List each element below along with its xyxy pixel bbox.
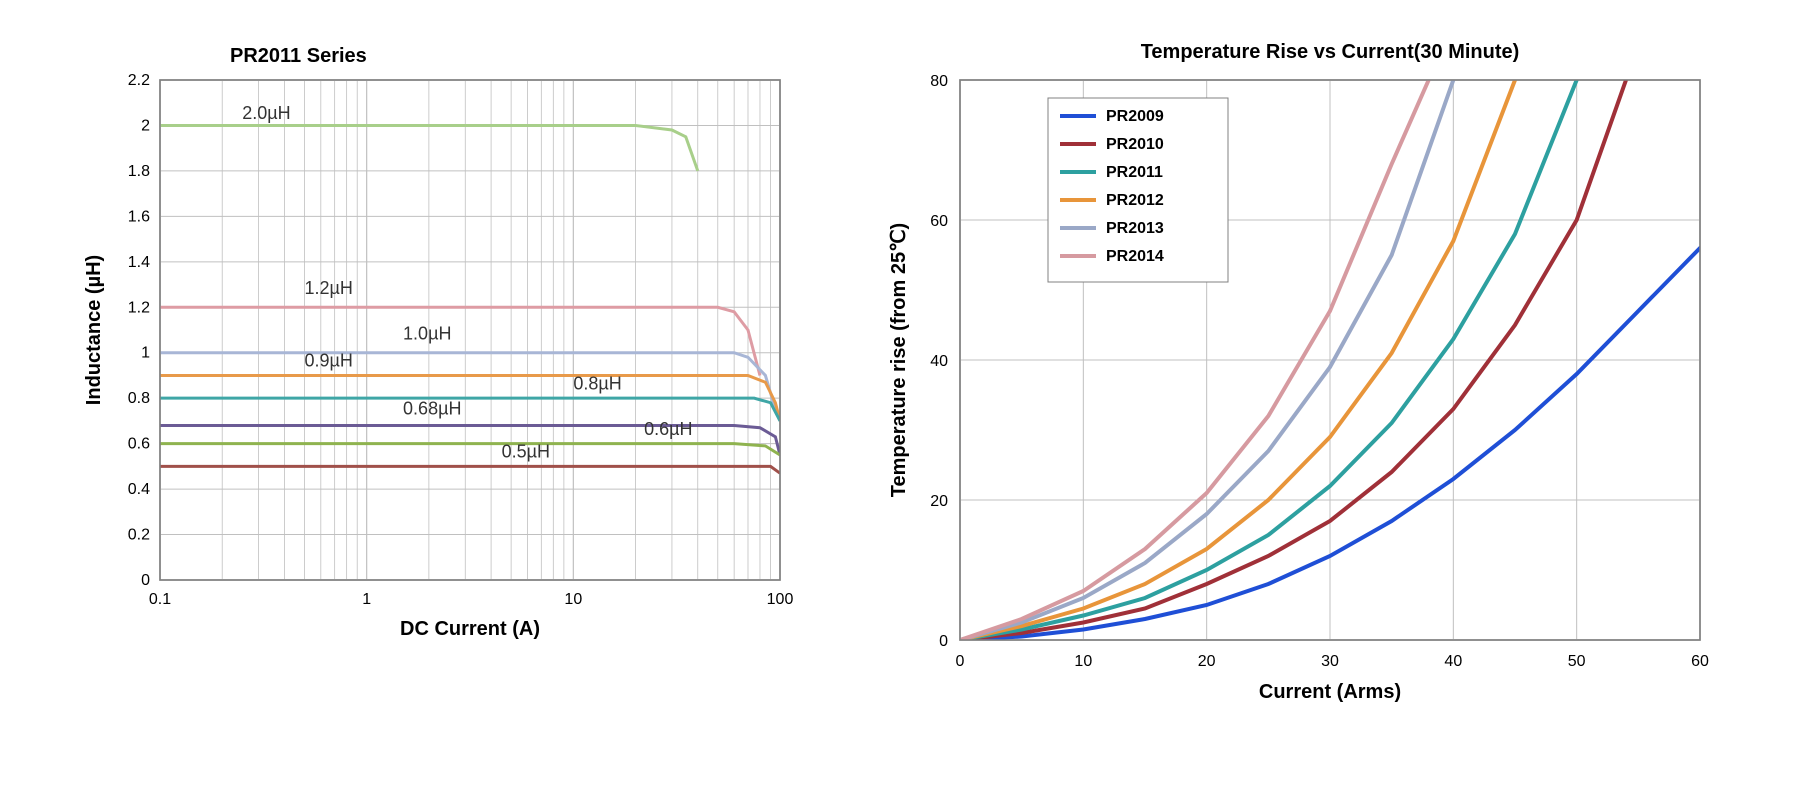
svg-text:0.4: 0.4 (128, 481, 150, 498)
y-axis-label: Temperature rise (from 25℃) (888, 223, 910, 497)
svg-text:1.8: 1.8 (128, 163, 150, 180)
left-chart: PR2011 Series 0 0.2 0.4 0.6 0.8 1 1.2 1.4 1.6 1.8 2… (70, 20, 810, 650)
legend-label: PR2014 (1106, 248, 1164, 265)
series-label: 0.8µH (573, 373, 621, 393)
svg-text:100: 100 (767, 591, 794, 608)
inductance-chart: PR2011 Series 0 0.2 0.4 0.6 0.8 1 1.2 1.4 1.6 1.8 2… (70, 20, 810, 650)
series-label: 0.6µH (644, 419, 692, 439)
chart-title: PR2011 Series (230, 45, 367, 67)
x-axis-label: DC Current (A) (400, 618, 540, 640)
temperature-chart: Temperature Rise vs Current(30 Minute) 0 1… (870, 20, 1730, 710)
svg-text:0: 0 (956, 653, 965, 670)
legend-label: PR2011 (1106, 164, 1163, 181)
svg-text:1: 1 (362, 591, 371, 608)
legend-label: PR2012 (1106, 192, 1164, 209)
series-label: 0.5µH (502, 442, 550, 462)
svg-text:60: 60 (930, 213, 948, 230)
svg-text:40: 40 (930, 353, 948, 370)
svg-text:1.6: 1.6 (128, 208, 150, 225)
series-label: 1.2µH (304, 278, 352, 298)
legend-label: PR2009 (1106, 108, 1164, 125)
svg-text:20: 20 (930, 493, 948, 510)
svg-text:80: 80 (930, 73, 948, 90)
series-label: 0.68µH (403, 398, 461, 418)
legend-label: PR2010 (1106, 136, 1164, 153)
svg-text:40: 40 (1444, 653, 1462, 670)
svg-text:0.6: 0.6 (128, 436, 150, 453)
x-axis-label: Current (Arms) (1259, 681, 1401, 703)
svg-text:0.1: 0.1 (149, 591, 171, 608)
svg-text:20: 20 (1198, 653, 1216, 670)
y-axis-label: Inductance (µH) (83, 255, 105, 405)
svg-text:0.8: 0.8 (128, 390, 150, 407)
svg-text:2.2: 2.2 (128, 72, 150, 89)
series-label: 0.9µH (304, 351, 352, 371)
chart-title: Temperature Rise vs Current(30 Minute) (1141, 41, 1520, 63)
svg-text:2: 2 (141, 117, 150, 134)
svg-text:1.2: 1.2 (128, 299, 150, 316)
series-label: 2.0µH (242, 103, 290, 123)
svg-text:0: 0 (141, 572, 150, 589)
series-label: 1.0µH (403, 323, 451, 343)
legend-label: PR2013 (1106, 220, 1164, 237)
svg-text:0: 0 (939, 633, 948, 650)
svg-text:1.4: 1.4 (128, 254, 150, 271)
svg-text:30: 30 (1321, 653, 1339, 670)
svg-text:60: 60 (1691, 653, 1709, 670)
right-chart: Temperature Rise vs Current(30 Minute) 0 1… (870, 20, 1730, 710)
svg-text:50: 50 (1568, 653, 1586, 670)
svg-text:1: 1 (141, 345, 150, 362)
svg-text:10: 10 (564, 591, 582, 608)
svg-text:0.2: 0.2 (128, 527, 150, 544)
svg-text:10: 10 (1074, 653, 1092, 670)
